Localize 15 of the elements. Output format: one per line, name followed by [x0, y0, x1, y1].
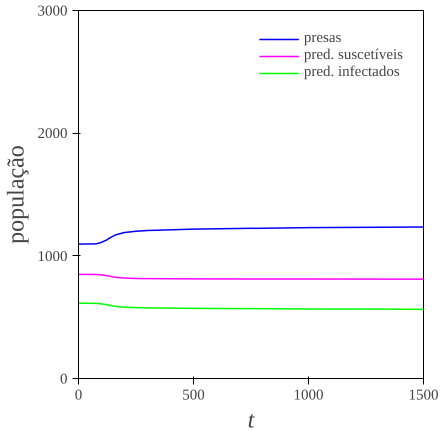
y-tick-label: 1000 [38, 248, 68, 265]
x-tick-label: 0 [74, 388, 82, 404]
x-axis-title: t [248, 408, 256, 434]
x-tick-label: 500 [182, 388, 205, 404]
y-axis-title: população [4, 145, 30, 244]
line-series [78, 226, 424, 245]
y-tick-label: 3000 [38, 4, 68, 20]
line-series [78, 302, 424, 310]
legend-label: pred. infectados [304, 64, 400, 81]
x-tick-label: 1500 [408, 388, 438, 404]
y-tick-label: 2000 [38, 126, 68, 142]
legend-label: pred. suscetíveis [304, 47, 403, 64]
x-tick-label: 1000 [294, 388, 324, 404]
y-tick-label: 0 [60, 372, 68, 388]
legend-label: presas [304, 30, 342, 47]
